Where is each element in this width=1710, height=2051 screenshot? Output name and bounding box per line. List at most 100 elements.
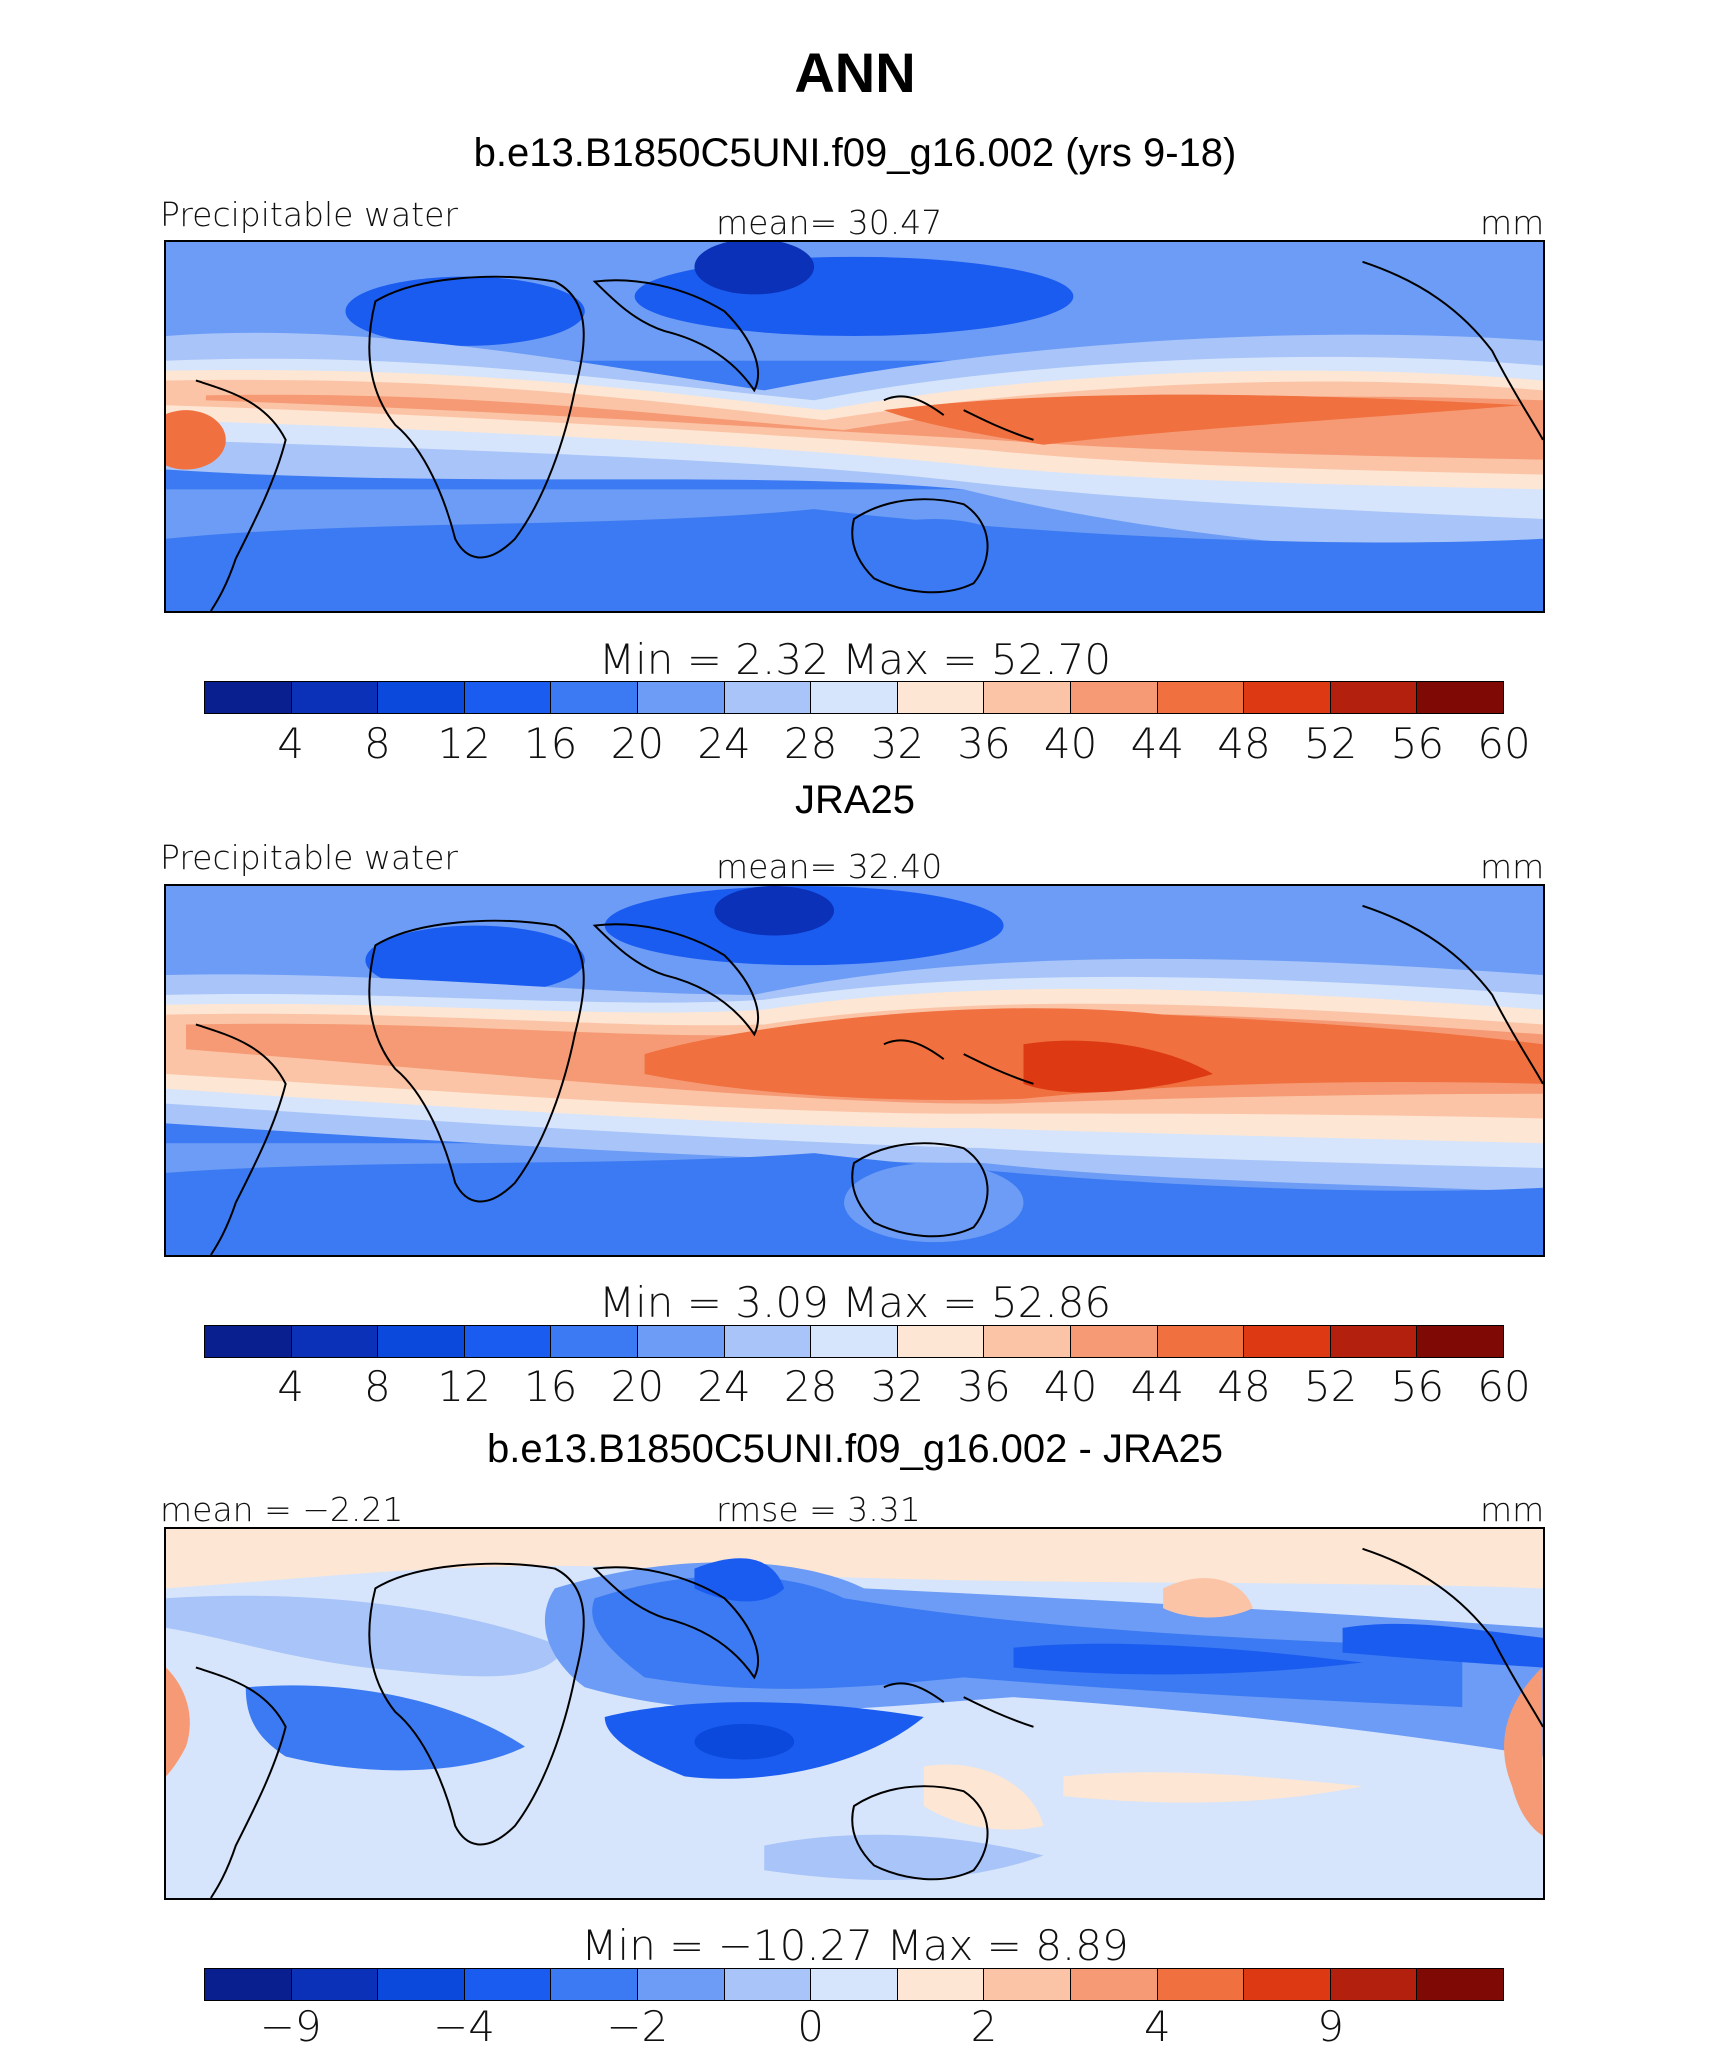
colorbar-swatch	[637, 1326, 725, 1357]
colorbar-tick-label: 4	[277, 1362, 305, 1411]
panel-2-case-title: JRA25	[794, 778, 916, 822]
colorbar-tick-label: 24	[697, 719, 751, 768]
panel-2-mean-label: mean= 32.40	[716, 847, 943, 886]
colorbar-tick-label: 20	[610, 1362, 665, 1411]
colorbar-tick-label: 36	[957, 719, 1011, 768]
colorbar-swatch	[1330, 682, 1418, 713]
panel-1-case-title: b.e13.B1850C5UNI.f09_g16.002 (yrs 9-18)	[473, 131, 1237, 175]
colorbar-swatch	[291, 1969, 379, 2000]
colorbar-swatch	[1244, 1326, 1331, 1357]
colorbar-swatch	[464, 1969, 552, 2000]
colorbar-swatch	[378, 1969, 465, 2000]
colorbar-swatch	[637, 682, 725, 713]
colorbar-swatch	[1244, 682, 1331, 713]
panel-2-colorbar	[204, 1325, 1504, 1358]
colorbar-swatch	[984, 1326, 1071, 1357]
panel-3-map-field	[166, 1529, 1543, 1898]
colorbar-swatch	[291, 682, 379, 713]
colorbar-tick-label: 52	[1303, 1362, 1358, 1411]
colorbar-swatch	[378, 1326, 465, 1357]
panel-3-colorbar-ticks: −9 −4 −2 0 2 4 9	[204, 2002, 1504, 2051]
panel-2-map	[164, 884, 1545, 1257]
colorbar-tick-label: 4	[1143, 2002, 1171, 2051]
colorbar-tick-label: 44	[1130, 719, 1185, 768]
colorbar-swatch	[1157, 1969, 1245, 2000]
colorbar-tick-label: 32	[870, 719, 925, 768]
colorbar-swatch	[205, 682, 292, 713]
colorbar-swatch	[551, 682, 638, 713]
panel-1-map-field	[166, 242, 1543, 611]
colorbar-tick-label: −2	[606, 2002, 669, 2051]
colorbar-swatch	[724, 1969, 812, 2000]
colorbar-tick-label: 48	[1217, 1362, 1271, 1411]
panel-3-case-title: b.e13.B1850C5UNI.f09_g16.002 - JRA25	[486, 1427, 1224, 1471]
colorbar-swatch	[897, 1969, 985, 2000]
colorbar-tick-label: −9	[259, 2002, 322, 2051]
colorbar-tick-label: 9	[1317, 2002, 1345, 2051]
colorbar-swatch	[551, 1326, 638, 1357]
colorbar-tick-label: 8	[363, 1362, 391, 1411]
colorbar-tick-label: 16	[523, 1362, 578, 1411]
colorbar-swatch	[724, 1326, 812, 1357]
colorbar-tick-label: 44	[1130, 1362, 1185, 1411]
panel-2-variable-label: Precipitable water	[160, 838, 458, 877]
panel-3-units-label: mm	[1480, 1490, 1545, 1529]
colorbar-tick-label: 52	[1303, 719, 1358, 768]
colorbar-tick-label: 40	[1043, 719, 1098, 768]
colorbar-tick-label: 20	[610, 719, 665, 768]
colorbar-swatch	[464, 682, 552, 713]
colorbar-tick-label: 16	[523, 719, 578, 768]
panel-3-mean-label: mean = −2.21	[160, 1490, 404, 1529]
colorbar-swatch	[984, 1969, 1071, 2000]
figure-title: ANN	[794, 41, 916, 104]
colorbar-tick-label: 28	[783, 719, 838, 768]
colorbar-swatch	[1417, 1326, 1503, 1357]
colorbar-swatch	[984, 682, 1071, 713]
colorbar-swatch	[464, 1326, 552, 1357]
panel-2-colorbar-ticks: 4 8 12 16 20 24 28 32 36 40 44 48 52 56 60	[204, 1362, 1530, 1411]
colorbar-tick-label: 28	[783, 1362, 838, 1411]
colorbar-swatch	[1157, 682, 1245, 713]
panel-1-mean-label: mean= 30.47	[716, 203, 943, 242]
colorbar-tick-label: 12	[437, 719, 491, 768]
colorbar-swatch	[551, 1969, 638, 2000]
colorbar-swatch	[811, 682, 898, 713]
panel-2-minmax: Min = 3.09 Max = 52.86	[598, 1278, 1112, 1327]
colorbar-swatch	[897, 682, 985, 713]
colorbar-tick-label: −4	[433, 2002, 495, 2051]
colorbar-tick-label: 36	[957, 1362, 1011, 1411]
colorbar-swatch	[1417, 1969, 1503, 2000]
panel-1-units-label: mm	[1480, 203, 1545, 242]
colorbar-swatch	[724, 682, 812, 713]
panel-3-colorbar	[204, 1968, 1504, 2001]
panel-1-variable-label: Precipitable water	[160, 195, 458, 234]
colorbar-tick-label: 8	[363, 719, 391, 768]
colorbar-swatch	[811, 1326, 898, 1357]
panel-3-minmax: Min = −10.27 Max = 8.89	[581, 1921, 1129, 1970]
colorbar-tick-label: 40	[1043, 1362, 1098, 1411]
colorbar-swatch	[205, 1969, 292, 2000]
panel-2-map-field	[166, 886, 1543, 1255]
colorbar-swatch	[811, 1969, 898, 2000]
colorbar-swatch	[291, 1326, 379, 1357]
colorbar-tick-label: 32	[870, 1362, 925, 1411]
colorbar-tick-label: 60	[1477, 1362, 1531, 1411]
colorbar-tick-label: 12	[437, 1362, 491, 1411]
panel-3-map	[164, 1527, 1545, 1900]
colorbar-swatch	[1330, 1969, 1418, 2000]
panel-1-colorbar-ticks: 4 8 12 16 20 24 28 32 36 40 44 48 52 56 60	[204, 719, 1530, 768]
colorbar-swatch	[637, 1969, 725, 2000]
colorbar-swatch	[378, 682, 465, 713]
panel-1-colorbar	[204, 681, 1504, 714]
colorbar-tick-label: 48	[1217, 719, 1271, 768]
colorbar-tick-label: 2	[970, 2002, 998, 2051]
colorbar-tick-label: 0	[797, 2002, 825, 2051]
colorbar-swatch	[897, 1326, 985, 1357]
panel-1-minmax: Min = 2.32 Max = 52.70	[598, 635, 1112, 684]
colorbar-swatch	[1070, 682, 1158, 713]
colorbar-tick-label: 56	[1390, 1362, 1445, 1411]
colorbar-swatch	[1070, 1969, 1158, 2000]
colorbar-tick-label: 56	[1390, 719, 1445, 768]
colorbar-tick-label: 60	[1477, 719, 1531, 768]
colorbar-swatch	[1157, 1326, 1245, 1357]
